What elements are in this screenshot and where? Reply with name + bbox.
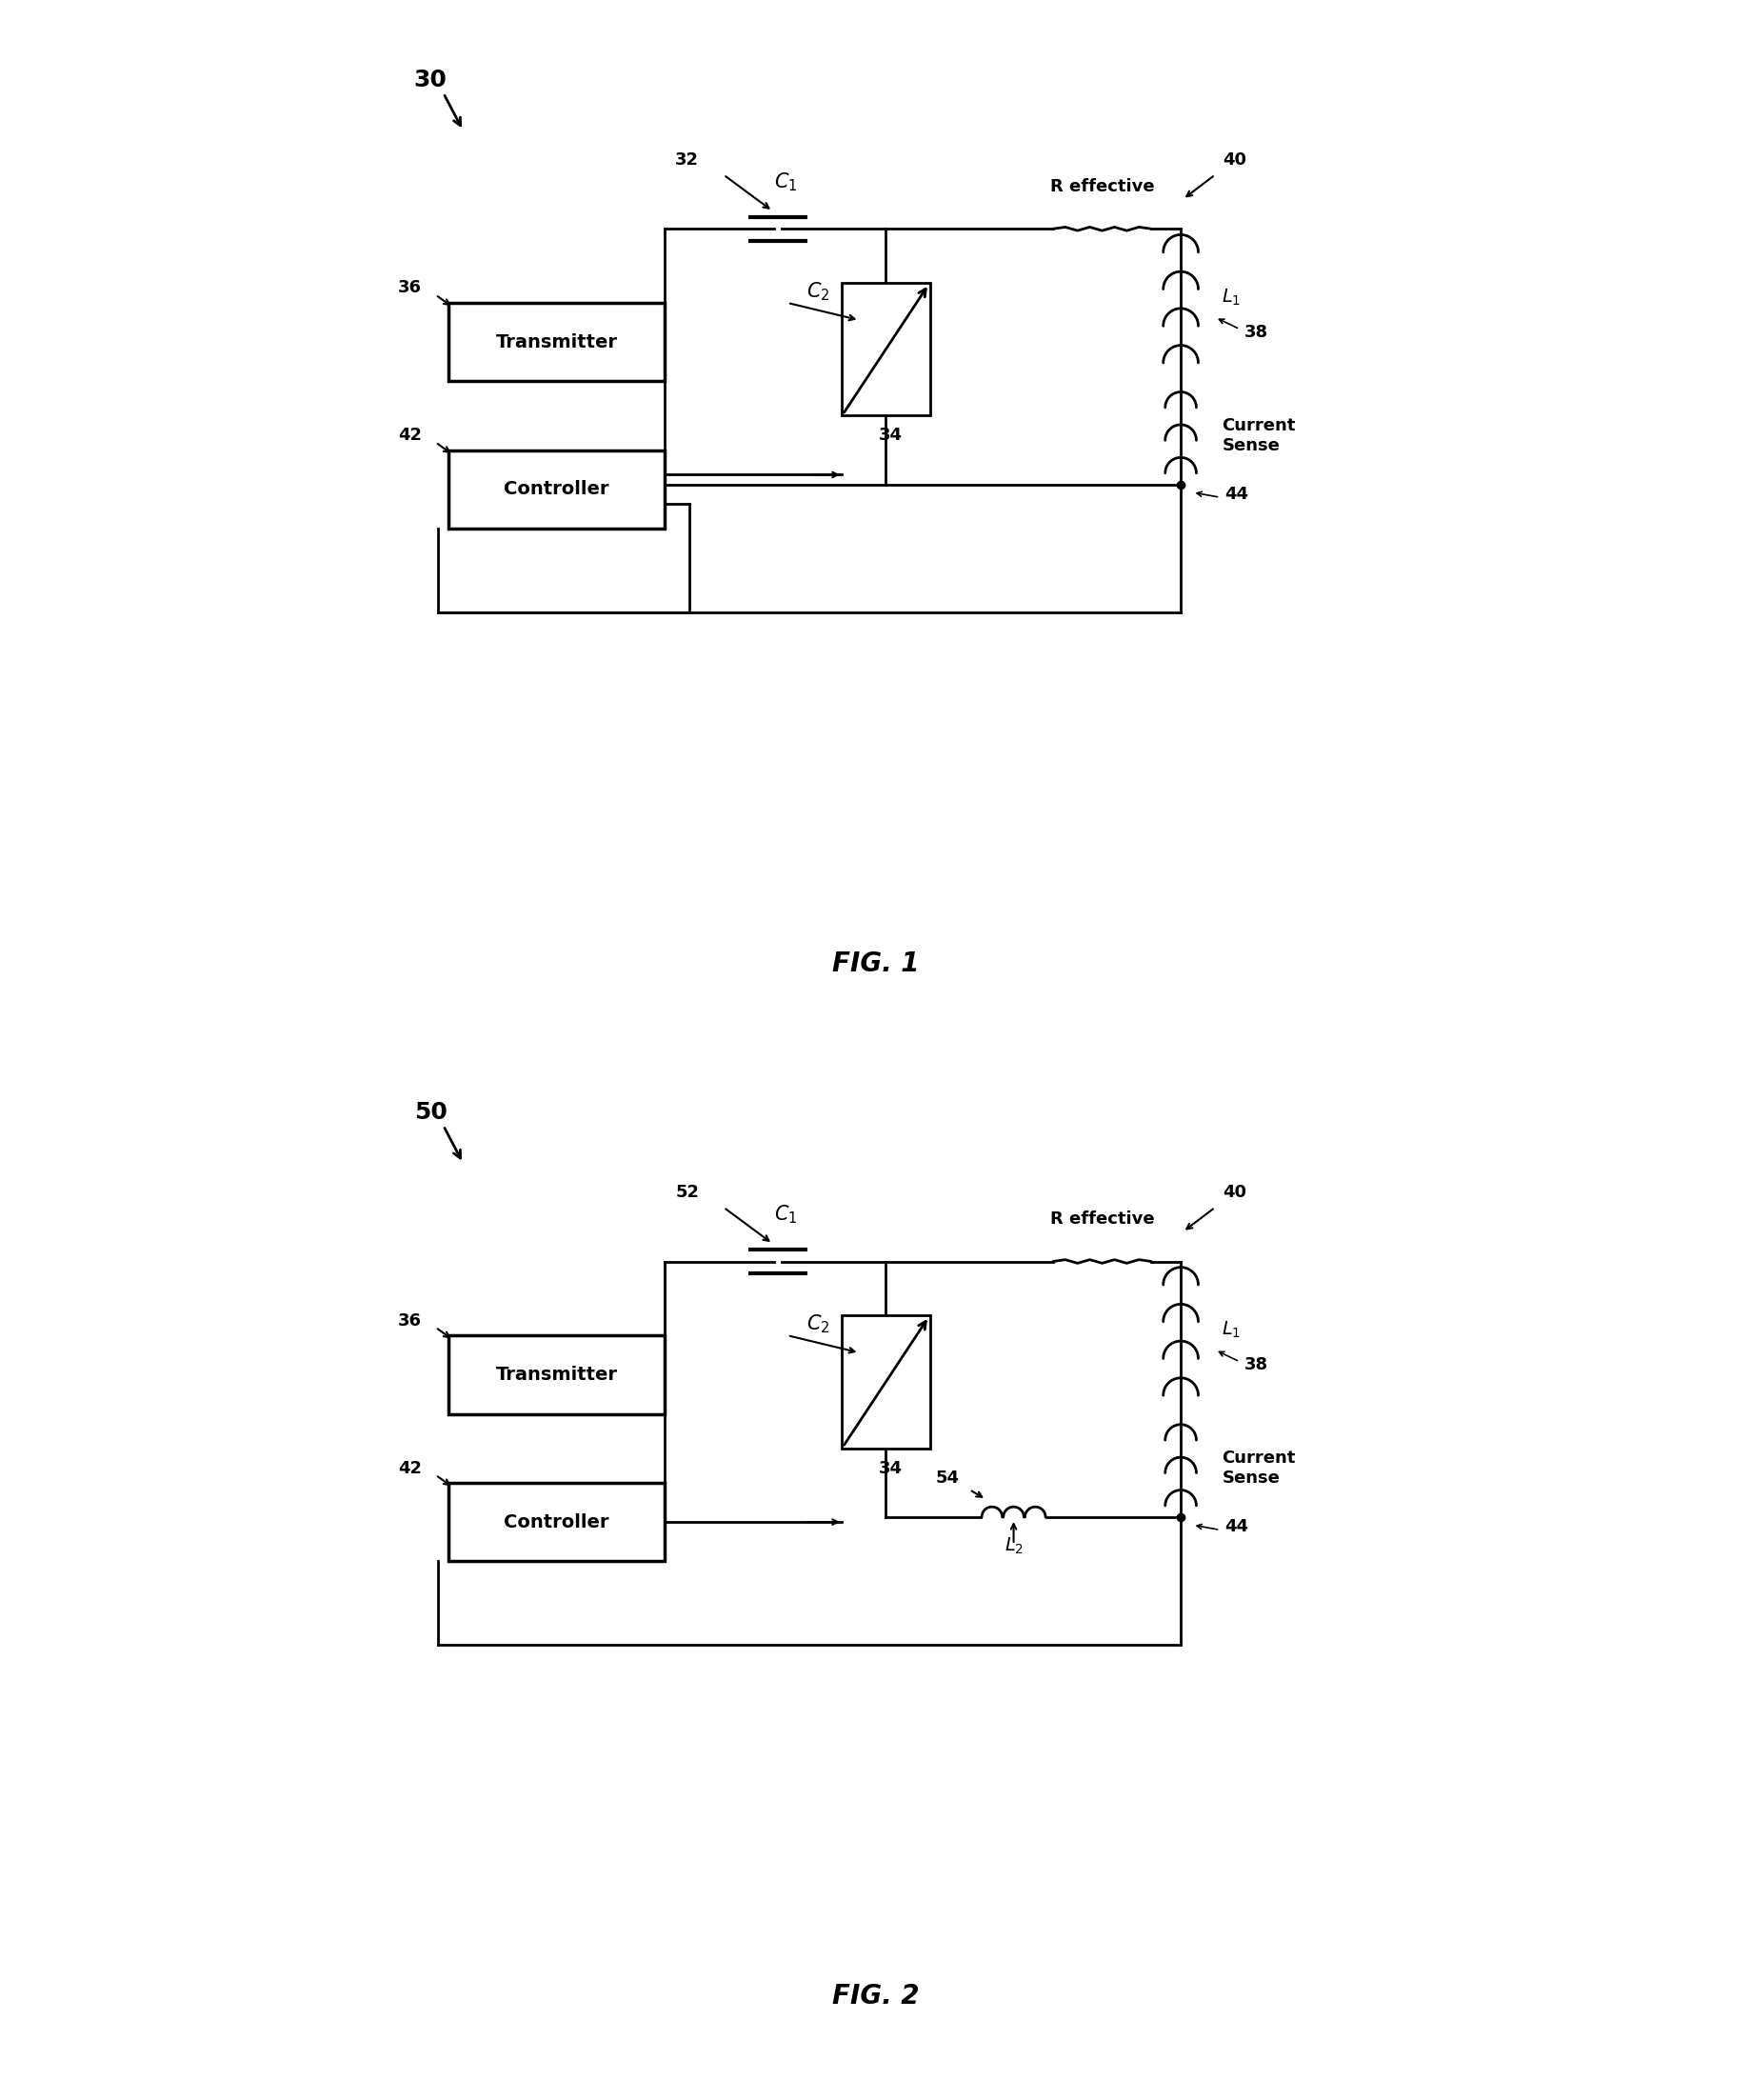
FancyBboxPatch shape: [840, 284, 930, 416]
Text: $L_2$: $L_2$: [1003, 1537, 1023, 1556]
FancyBboxPatch shape: [840, 1315, 930, 1449]
Text: $L_1$: $L_1$: [1222, 288, 1241, 309]
Text: 34: 34: [879, 1459, 902, 1476]
Text: 40: 40: [1222, 151, 1247, 168]
Text: 50: 50: [413, 1100, 447, 1124]
Text: Current
Sense: Current Sense: [1222, 418, 1296, 454]
Text: R effective: R effective: [1049, 178, 1154, 195]
Text: 40: 40: [1222, 1184, 1247, 1201]
Text: 32: 32: [674, 151, 699, 168]
Text: 44: 44: [1224, 1518, 1248, 1535]
Text: 36: 36: [397, 1312, 422, 1329]
Text: 38: 38: [1243, 1357, 1268, 1373]
Text: $C_2$: $C_2$: [805, 1312, 830, 1336]
FancyBboxPatch shape: [448, 302, 664, 382]
Text: 34: 34: [879, 426, 902, 443]
Text: 52: 52: [674, 1184, 699, 1201]
Text: 38: 38: [1243, 323, 1268, 340]
Text: FIG. 2: FIG. 2: [832, 1982, 919, 2010]
FancyBboxPatch shape: [448, 449, 664, 529]
Text: $L_1$: $L_1$: [1222, 1321, 1241, 1340]
Text: 42: 42: [397, 426, 422, 443]
Text: 44: 44: [1224, 485, 1248, 504]
Text: Current
Sense: Current Sense: [1222, 1449, 1296, 1487]
Text: Controller: Controller: [504, 481, 609, 498]
Text: R effective: R effective: [1049, 1212, 1154, 1228]
Text: 30: 30: [413, 67, 447, 90]
Text: Controller: Controller: [504, 1512, 609, 1531]
FancyBboxPatch shape: [448, 1336, 664, 1413]
Text: $C_1$: $C_1$: [774, 170, 797, 193]
FancyBboxPatch shape: [448, 1483, 664, 1562]
Text: 42: 42: [397, 1459, 422, 1476]
Text: Transmitter: Transmitter: [496, 1365, 616, 1384]
Text: FIG. 1: FIG. 1: [832, 951, 919, 976]
Text: $C_1$: $C_1$: [774, 1203, 797, 1226]
Text: Transmitter: Transmitter: [496, 334, 616, 351]
Text: $C_2$: $C_2$: [805, 281, 830, 302]
Text: 36: 36: [397, 279, 422, 296]
Text: 54: 54: [935, 1470, 960, 1487]
